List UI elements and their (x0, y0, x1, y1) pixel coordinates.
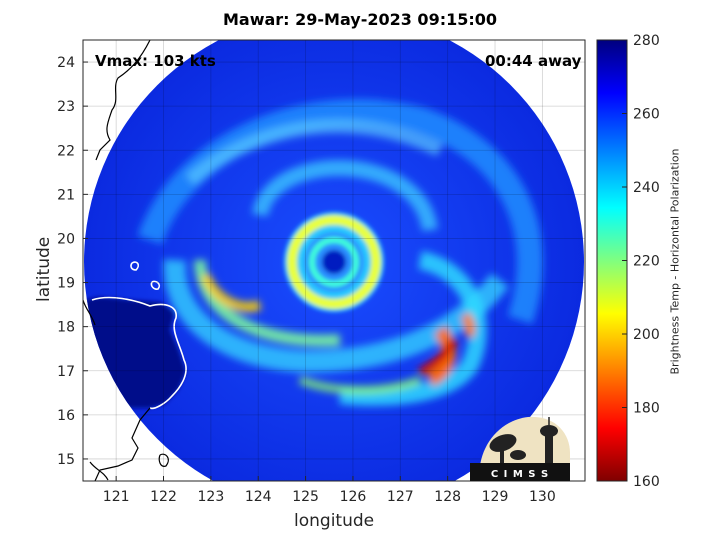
x-tick-label: 129 (482, 489, 509, 505)
y-tick-label: 22 (57, 143, 75, 159)
y-tick-label: 16 (57, 408, 75, 424)
y-tick-label: 18 (57, 320, 75, 336)
x-tick-label: 124 (245, 489, 272, 505)
x-tick-label: 128 (434, 489, 461, 505)
colorbar-tick-label: 240 (633, 180, 660, 196)
x-ticks: 121 122 123 124 125 126 127 128 129 130 (103, 476, 556, 505)
grid-lines (83, 40, 585, 481)
cimss-logo-text: C I M S S (491, 469, 549, 480)
cimss-logo: C I M S S (470, 416, 570, 481)
x-tick-label: 130 (529, 489, 556, 505)
colorbar-ticks: 160 180 200 220 240 260 280 (622, 33, 660, 490)
x-tick-label: 125 (292, 489, 319, 505)
y-tick-label: 21 (57, 187, 75, 203)
y-tick-label: 17 (57, 364, 75, 380)
vmax-label: Vmax: 103 kts (95, 52, 216, 70)
x-tick-label: 127 (387, 489, 414, 505)
x-tick-label: 126 (340, 489, 367, 505)
time-away-label: 00:44 away (485, 52, 582, 70)
colorbar-tick-label: 160 (633, 474, 660, 490)
y-ticks: 15 16 17 18 19 20 21 22 23 24 (57, 55, 88, 468)
x-axis-label: longitude (294, 511, 375, 531)
x-tick-label: 122 (150, 489, 177, 505)
y-axis-label: latitude (34, 236, 54, 302)
map-title: Mawar: 29-May-2023 09:15:00 (222, 10, 498, 29)
colorbar-tick-label: 280 (633, 33, 660, 49)
colorbar-tick-label: 180 (633, 401, 660, 417)
colorbar-label: Brightness Temp - Horizontal Polarizatio… (668, 148, 682, 375)
x-tick-label: 121 (103, 489, 130, 505)
y-tick-label: 23 (57, 99, 75, 115)
y-tick-label: 20 (57, 231, 75, 247)
storm-imagery (84, 99, 543, 408)
x-tick-label: 123 (198, 489, 225, 505)
colorbar-tick-label: 200 (633, 327, 660, 343)
y-tick-label: 19 (57, 276, 75, 292)
y-tick-label: 15 (57, 452, 75, 468)
y-tick-label: 24 (57, 55, 75, 71)
colorbar-tick-label: 260 (633, 107, 660, 123)
coastline-outside (83, 40, 169, 481)
colorbar-tick-label: 220 (633, 254, 660, 270)
coastline (91, 261, 187, 410)
axes-box (82, 39, 586, 482)
